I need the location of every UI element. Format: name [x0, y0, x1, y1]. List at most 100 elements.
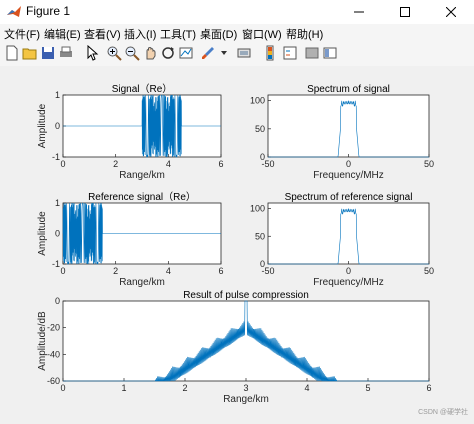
legend-icon[interactable]	[282, 45, 298, 61]
y-tick-label: 100	[250, 96, 265, 106]
menu-insert[interactable]: 插入(I)	[124, 29, 157, 41]
y-tick-label: 0	[55, 296, 60, 306]
axes-title: Result of pulse compression	[183, 290, 309, 301]
menu-file[interactable]: 文件(F)	[4, 29, 41, 41]
y-axis-label: Amplitude	[37, 211, 48, 256]
axes-title: Reference signal（Re）	[88, 191, 196, 203]
series-line	[268, 208, 429, 265]
axes-pulse-compression[interactable]: Result of pulse compression Range/km Ampli…	[37, 290, 432, 405]
plot-area	[62, 300, 430, 382]
link-icon[interactable]	[236, 45, 252, 61]
menu-edit[interactable]: 编辑(E)	[44, 29, 81, 41]
y-tick-label: -60	[47, 376, 60, 386]
maximize-icon	[400, 7, 410, 17]
axes-title: Signal（Re）	[112, 83, 173, 95]
show-plot-tools-icon[interactable]	[322, 45, 338, 61]
x-axis-label: Range/km	[223, 394, 269, 405]
menu-tools[interactable]: 工具(T)	[160, 29, 197, 41]
title-bar: Figure 1	[0, 0, 474, 24]
x-tick-label: 0	[60, 159, 65, 169]
axes-title: Spectrum of signal	[307, 84, 390, 95]
x-tick-label: 6	[426, 383, 431, 393]
plot-area	[267, 94, 430, 158]
x-tick-label: 0	[346, 266, 351, 276]
x-tick-label: -50	[261, 266, 274, 276]
matlab-icon	[7, 6, 21, 17]
menu-help[interactable]: 帮助(H)	[286, 29, 324, 41]
axes-reference-signal[interactable]: Reference signal（Re） Range/km Amplitude 0 2 4…	[37, 191, 224, 288]
axes-title: Spectrum of reference signal	[285, 192, 413, 203]
menu-view[interactable]: 查看(V)	[84, 29, 121, 41]
close-icon	[446, 7, 456, 17]
close-button[interactable]	[428, 0, 474, 24]
open-icon[interactable]	[22, 45, 38, 61]
series-line	[62, 202, 221, 265]
x-tick-label: 0	[346, 159, 351, 169]
series-line	[63, 300, 429, 382]
menu-desktop[interactable]: 桌面(D)	[200, 29, 238, 41]
maximize-button[interactable]	[382, 0, 428, 24]
x-tick-label: 6	[218, 266, 223, 276]
brush-dropdown-icon[interactable]	[216, 45, 232, 61]
x-tick-label: 4	[166, 159, 171, 169]
colorbar-icon[interactable]	[262, 45, 278, 61]
y-tick-label: 1	[55, 198, 60, 208]
series-line	[63, 94, 221, 158]
x-axis-label: Range/km	[119, 170, 165, 181]
x-axis-label: Range/km	[119, 277, 165, 288]
watermark: CSDN @硬学社	[418, 409, 468, 416]
x-tick-label: 6	[218, 159, 223, 169]
x-tick-label: 4	[304, 383, 309, 393]
hide-plot-tools-icon[interactable]	[304, 45, 320, 61]
zoom-out-icon[interactable]	[124, 45, 140, 61]
x-tick-label: 0	[60, 266, 65, 276]
x-tick-label: 2	[113, 266, 118, 276]
x-tick-label: 2	[113, 159, 118, 169]
x-tick-label: 50	[424, 159, 434, 169]
x-tick-label: 50	[424, 266, 434, 276]
menu-window[interactable]: 窗口(W)	[242, 29, 282, 41]
y-tick-label: 0	[260, 152, 265, 162]
brush-icon[interactable]	[200, 45, 216, 61]
y-tick-label: -1	[52, 152, 60, 162]
x-tick-label: 0	[60, 383, 65, 393]
toolbar	[0, 42, 474, 67]
x-tick-label: 3	[243, 383, 248, 393]
pan-icon[interactable]	[142, 45, 158, 61]
plot-area	[267, 202, 430, 265]
window-title: Figure 1	[26, 4, 71, 18]
print-icon[interactable]	[58, 45, 74, 61]
zoom-in-icon[interactable]	[106, 45, 122, 61]
x-axis-label: Frequency/MHz	[313, 277, 384, 288]
save-icon[interactable]	[40, 45, 56, 61]
y-tick-label: 100	[250, 204, 265, 214]
y-tick-label: 0	[55, 121, 60, 131]
y-tick-label: -40	[47, 349, 60, 359]
x-tick-label: 4	[166, 266, 171, 276]
y-tick-label: 50	[255, 231, 265, 241]
y-tick-label: -20	[47, 323, 60, 333]
minimize-button[interactable]	[336, 0, 382, 24]
rotate-icon[interactable]	[160, 45, 176, 61]
figure-canvas: Signal（Re） Range/km Amplitude 0 2 4 6 1 0 -1 Spec…	[0, 66, 474, 419]
y-axis-label: Amplitude	[37, 103, 48, 148]
minimize-icon	[354, 11, 364, 13]
y-tick-label: -1	[52, 259, 60, 269]
x-axis-label: Frequency/MHz	[313, 170, 384, 181]
pointer-icon[interactable]	[84, 45, 100, 61]
y-tick-label: 1	[55, 90, 60, 100]
series-line	[268, 100, 429, 158]
x-tick-label: 2	[182, 383, 187, 393]
menu-bar: 文件(F) 编辑(E) 查看(V) 插入(I) 工具(T) 桌面(D) 窗口(W…	[0, 24, 474, 42]
x-tick-label: -50	[261, 159, 274, 169]
axes-spectrum-of-reference[interactable]: Spectrum of reference signal Frequency/MH…	[250, 192, 434, 288]
new-figure-icon[interactable]	[4, 45, 20, 61]
y-tick-label: 50	[255, 124, 265, 134]
data-cursor-icon[interactable]	[178, 45, 194, 61]
x-tick-label: 5	[365, 383, 370, 393]
y-tick-label: 0	[260, 259, 265, 269]
x-tick-label: 1	[121, 383, 126, 393]
